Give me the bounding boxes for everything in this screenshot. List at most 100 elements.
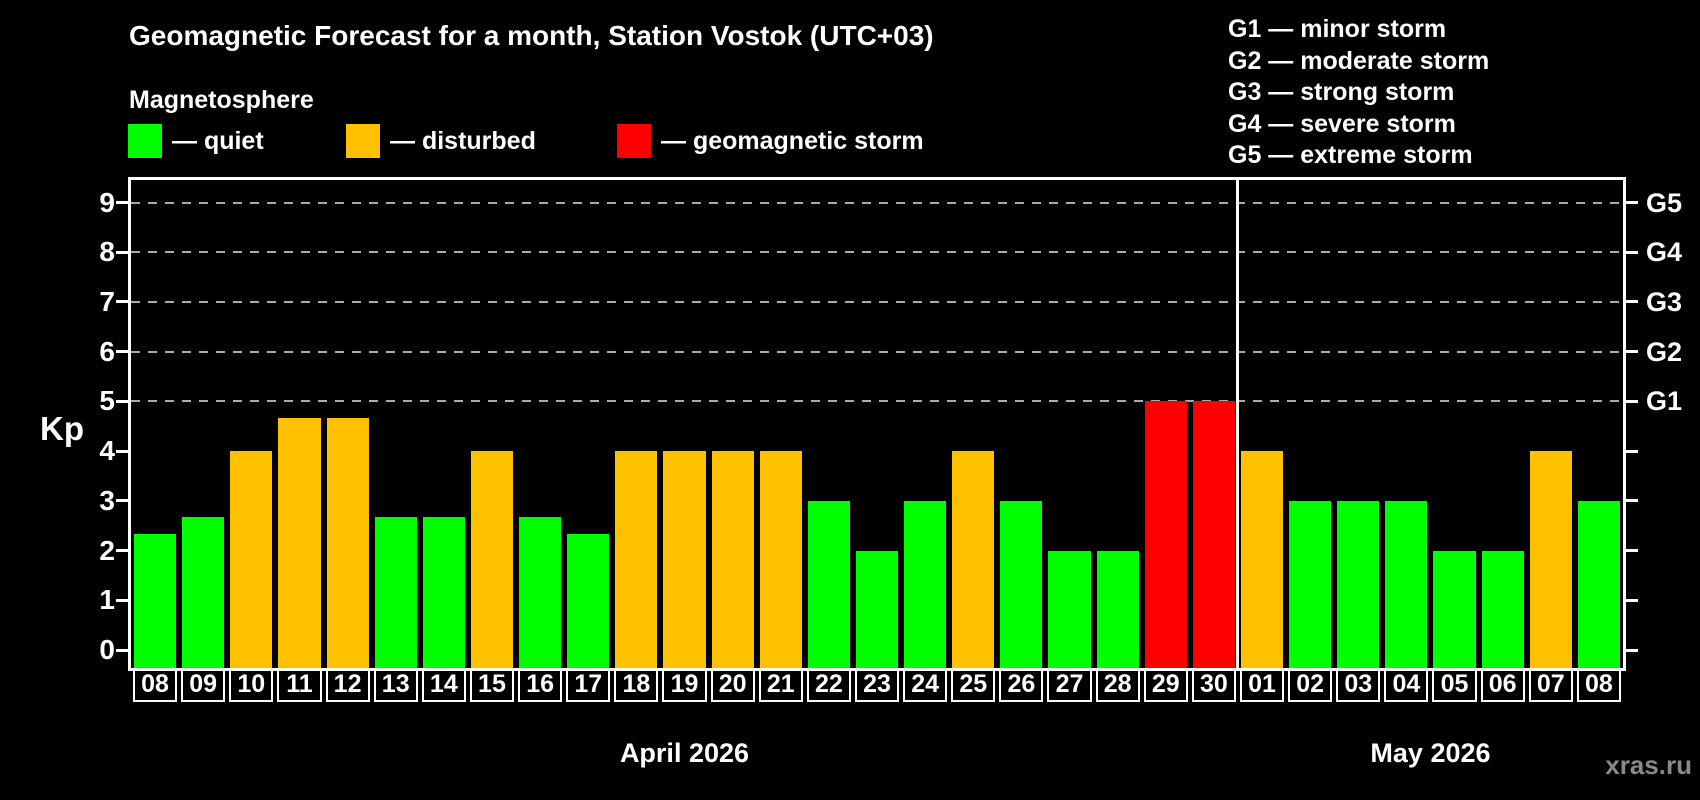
y-axis-label: Kp: [40, 410, 84, 447]
y-tick-label: 2: [99, 534, 115, 566]
kp-bar: [567, 534, 610, 668]
g-scale-label: G3: [1646, 286, 1683, 317]
gridline-kp7: [131, 300, 1623, 303]
kp-bar: [278, 417, 321, 668]
y-tick-label: 8: [99, 236, 115, 268]
g-scale-label: G1: [1646, 386, 1683, 417]
kp-bar: [807, 500, 850, 668]
date-label: 29: [1143, 668, 1188, 702]
kp-bar: [374, 517, 417, 668]
date-label: 08: [133, 668, 178, 702]
date-label: 19: [662, 668, 707, 702]
kp-bar: [759, 451, 802, 668]
y-tick-right: [1626, 350, 1638, 354]
y-tick-label: 0: [99, 634, 115, 665]
date-label: 09: [181, 668, 226, 702]
storm-legend-label: — geomagnetic storm: [661, 127, 924, 155]
date-label: 24: [903, 668, 948, 702]
kp-bar: [134, 534, 177, 668]
date-label: 11: [277, 668, 322, 702]
kp-bar: [519, 517, 562, 668]
kp-bar: [1289, 500, 1332, 668]
kp-bar: [1385, 500, 1428, 668]
date-label: 02: [1288, 668, 1333, 702]
g-scale-label: G5: [1646, 187, 1683, 218]
y-tick-right: [1626, 250, 1638, 254]
kp-bar: [615, 451, 658, 668]
date-label: 17: [566, 668, 611, 702]
date-label: 12: [325, 668, 370, 702]
quiet-legend-label: — quiet: [172, 127, 264, 155]
y-tick-left: [116, 350, 128, 354]
date-label: 16: [518, 668, 563, 702]
y-tick-label: 6: [99, 335, 115, 367]
kp-bar: [1481, 550, 1524, 668]
date-label: 23: [854, 668, 900, 702]
date-label: 20: [710, 668, 755, 702]
y-tick-label: 4: [99, 435, 115, 467]
y-tick-right: [1626, 499, 1638, 503]
magnetosphere-legend-header: Magnetosphere: [129, 86, 314, 114]
kp-bar: [1337, 500, 1380, 668]
kp-bar: [1577, 500, 1620, 668]
chart-title: Geomagnetic Forecast for a month, Statio…: [129, 20, 934, 51]
y-tick-right: [1626, 648, 1638, 652]
month-label: May 2026: [1370, 738, 1491, 768]
date-label: 30: [1191, 668, 1236, 702]
y-tick-left: [116, 598, 128, 602]
y-tick-label: 7: [99, 285, 115, 317]
storm-scale-line: G4 — severe storm: [1228, 109, 1456, 138]
kp-bar: [470, 451, 514, 668]
kp-bar: [326, 417, 369, 668]
disturbed-legend-swatch: [346, 124, 380, 158]
kp-bar: [1000, 500, 1043, 668]
y-tick-right: [1626, 201, 1638, 205]
kp-bar: [230, 451, 273, 668]
date-label: 22: [806, 668, 851, 702]
quiet-legend-swatch: [128, 124, 162, 158]
kp-bar: [711, 451, 754, 668]
g-scale-label: G4: [1646, 237, 1683, 268]
gridline-kp9: [131, 201, 1623, 204]
y-tick-label: 5: [99, 385, 115, 417]
y-tick-right: [1626, 399, 1638, 403]
date-label: 04: [1384, 668, 1429, 702]
kp-bar: [952, 451, 995, 668]
kp-bar: [182, 517, 225, 668]
y-tick-left: [116, 549, 128, 553]
gridline-kp6: [131, 350, 1623, 353]
storm-legend-swatch: [617, 124, 651, 158]
date-label: 26: [999, 668, 1044, 702]
y-tick-left: [116, 399, 128, 403]
kp-bar: [1240, 451, 1284, 668]
storm-scale-line: G3 — strong storm: [1228, 78, 1455, 106]
g-scale-label: G2: [1646, 336, 1683, 367]
kp-bar: [1529, 451, 1572, 668]
month-separator-line: [1236, 180, 1240, 668]
date-label: 21: [758, 668, 803, 702]
date-label: 07: [1528, 668, 1573, 702]
gridline-kp5: [131, 400, 1623, 403]
date-label: 05: [1432, 668, 1477, 702]
kp-bar: [1096, 550, 1139, 668]
date-label: 10: [229, 668, 274, 702]
date-label: 25: [951, 668, 996, 702]
watermark: xras.ru: [1605, 750, 1692, 780]
y-tick-left: [116, 201, 128, 205]
y-tick-left: [116, 250, 128, 254]
date-label: 28: [1095, 668, 1140, 702]
kp-bar: [1144, 401, 1187, 668]
disturbed-legend-label: — disturbed: [390, 127, 536, 155]
y-tick-left: [116, 300, 128, 304]
date-label: 06: [1480, 668, 1525, 702]
kp-bar: [1433, 550, 1476, 668]
storm-scale-line: G2 — moderate storm: [1228, 46, 1490, 75]
y-tick-label: 3: [99, 484, 115, 516]
kp-bar: [855, 550, 899, 668]
date-label: 15: [469, 668, 515, 702]
kp-bar: [1192, 401, 1235, 668]
y-tick-right: [1626, 449, 1638, 453]
y-tick-right: [1626, 549, 1638, 553]
kp-bar: [904, 500, 947, 668]
